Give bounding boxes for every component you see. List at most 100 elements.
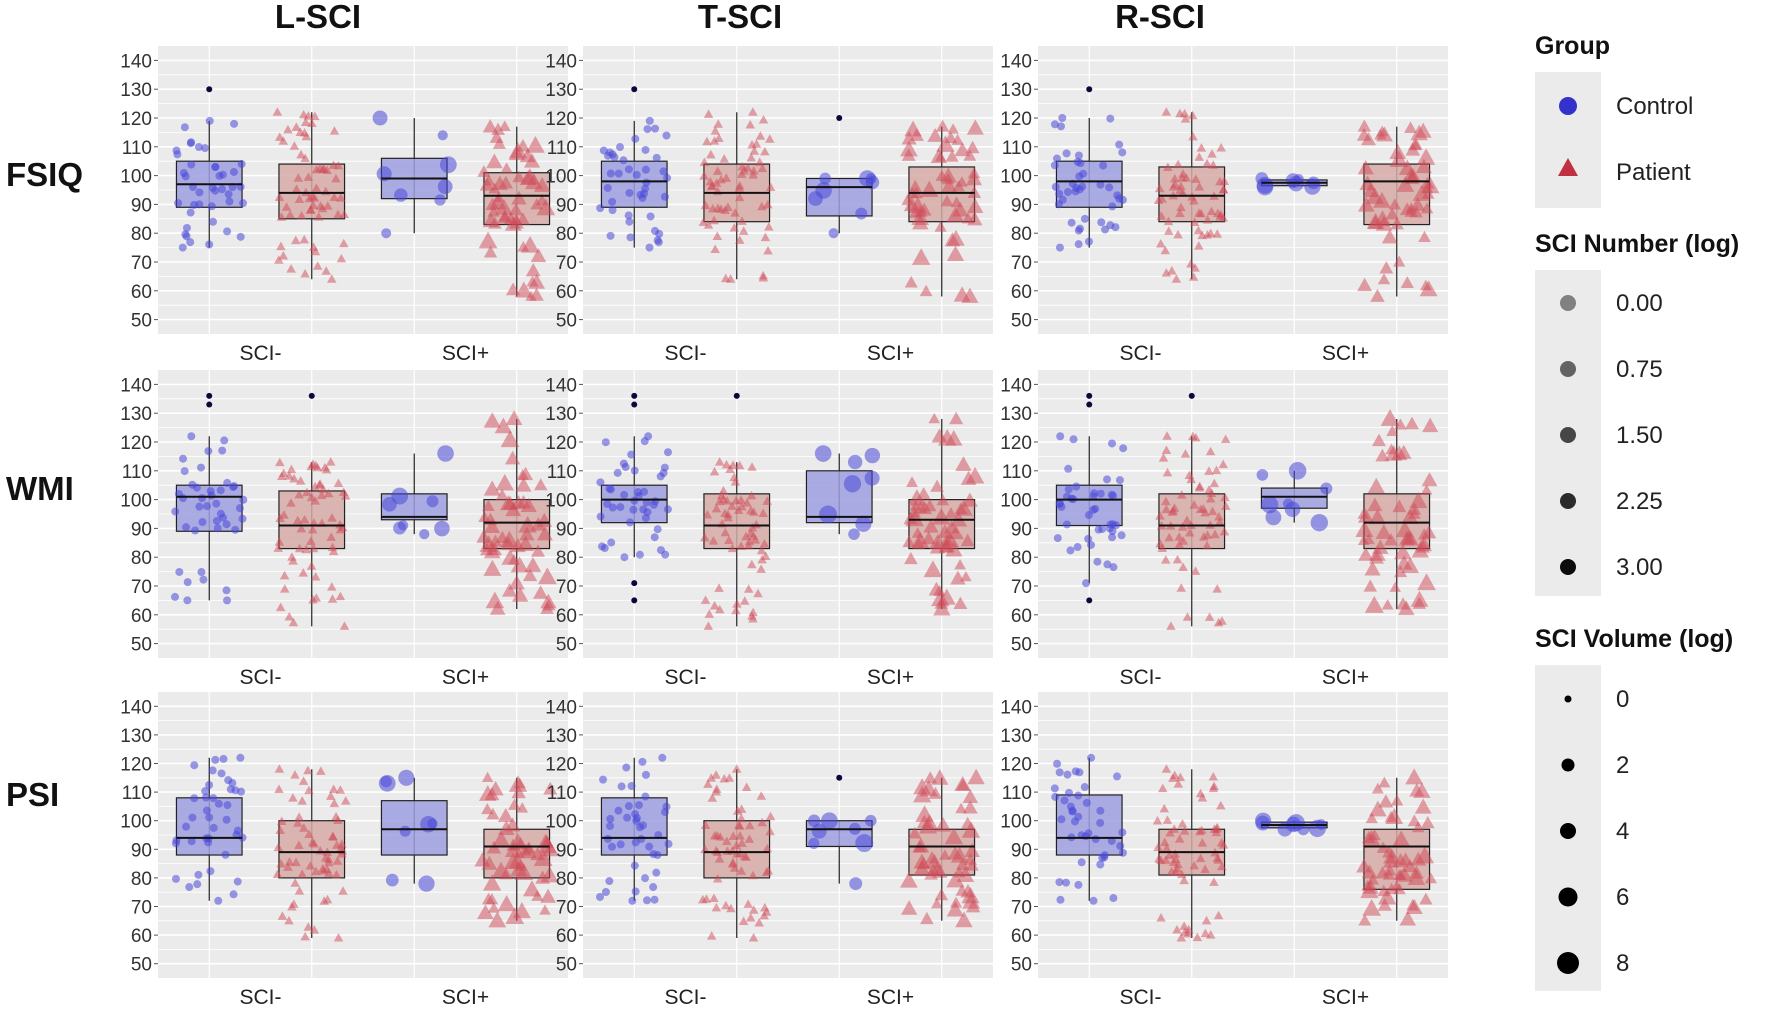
- data-point-control: [206, 867, 215, 876]
- data-point-patient: [1214, 517, 1225, 526]
- data-point-patient: [1173, 779, 1184, 788]
- data-point-patient: [331, 870, 342, 879]
- data-point-control: [620, 490, 629, 499]
- data-point-patient: [954, 142, 971, 157]
- data-point-patient: [703, 220, 714, 229]
- data-point-patient: [536, 198, 556, 216]
- row-title-psi: PSI: [6, 776, 59, 813]
- data-point-patient: [1196, 825, 1207, 835]
- data-point-patient: [728, 831, 739, 840]
- data-point-patient: [965, 859, 979, 871]
- data-point-patient: [1170, 173, 1180, 183]
- data-point-control: [223, 596, 232, 605]
- data-point-patient: [1193, 225, 1204, 235]
- data-point-control: [208, 766, 217, 775]
- data-point-patient: [1176, 583, 1186, 592]
- data-point-patient: [289, 473, 299, 483]
- x-tick-label: SCI+: [1322, 666, 1369, 689]
- box-patient-sci-neg: [272, 764, 351, 942]
- data-point-patient: [748, 170, 758, 179]
- data-point-control: [649, 883, 658, 892]
- data-point-control: [855, 834, 874, 853]
- data-point-patient: [923, 560, 943, 578]
- data-point-patient: [1220, 434, 1231, 444]
- data-point-patient: [709, 831, 720, 840]
- data-point-patient: [335, 785, 346, 794]
- data-point-patient: [540, 888, 556, 903]
- data-point-patient: [276, 241, 286, 251]
- data-point-patient: [515, 477, 532, 492]
- data-point-patient: [1184, 470, 1195, 480]
- data-point-patient: [916, 856, 931, 870]
- data-point-patient: [520, 497, 537, 512]
- data-point-control: [864, 447, 881, 464]
- data-point-patient: [1158, 453, 1169, 462]
- data-point-patient: [477, 904, 494, 920]
- data-point-control: [1051, 792, 1060, 801]
- box-control-sci-neg: [1050, 753, 1127, 905]
- box-patient-sci-pos: [1356, 119, 1440, 302]
- data-point-patient: [763, 866, 774, 875]
- data-point-patient: [1180, 449, 1191, 458]
- data-point-patient: [306, 492, 317, 502]
- data-point-patient: [309, 839, 319, 848]
- data-point-control: [658, 753, 667, 762]
- data-point-patient: [328, 160, 339, 169]
- data-point-control: [848, 528, 860, 540]
- data-point-patient: [1163, 216, 1174, 226]
- box-control-sci-pos: [1255, 172, 1328, 196]
- data-point-patient: [1156, 912, 1166, 922]
- data-point-control: [183, 578, 192, 587]
- data-point-control: [399, 825, 411, 837]
- data-point-control: [1098, 853, 1107, 862]
- data-point-control: [236, 232, 245, 241]
- data-point-patient: [729, 223, 740, 232]
- data-point-control: [1084, 534, 1093, 543]
- data-point-patient: [335, 591, 346, 601]
- data-point-control: [635, 550, 644, 559]
- data-point-control: [1096, 860, 1105, 869]
- data-point-patient: [728, 857, 738, 867]
- data-point-control: [606, 814, 615, 823]
- box-patient-sci-pos: [1356, 768, 1437, 926]
- data-point-patient: [296, 523, 307, 533]
- data-point-control: [653, 851, 662, 860]
- data-point-control: [223, 478, 232, 487]
- data-point-patient: [699, 532, 710, 542]
- x-tick-label: SCI-: [1120, 986, 1162, 1009]
- y-tick-label: 50: [1011, 311, 1032, 332]
- data-point-control: [171, 874, 180, 883]
- data-point-control: [1096, 818, 1105, 827]
- data-point-patient: [1391, 445, 1408, 461]
- data-point-control: [1055, 878, 1064, 887]
- data-point-control: [1108, 439, 1117, 448]
- data-point-control: [372, 110, 388, 126]
- data-point-patient: [1161, 496, 1171, 506]
- data-point-patient: [1420, 815, 1435, 829]
- data-point-control: [204, 447, 213, 456]
- data-point-control: [1055, 768, 1064, 777]
- outlier-point: [1086, 597, 1093, 604]
- x-tick-label: SCI+: [867, 666, 914, 689]
- y-tick-label: 120: [545, 433, 577, 454]
- data-point-patient: [1357, 160, 1374, 175]
- data-point-patient: [1221, 501, 1231, 510]
- data-point-patient: [327, 582, 337, 591]
- data-point-patient: [765, 826, 775, 836]
- data-point-control: [634, 801, 643, 810]
- y-tick-label: 130: [545, 726, 577, 747]
- y-tick-label: 60: [1011, 282, 1032, 303]
- data-point-control: [1256, 469, 1269, 481]
- data-point-patient: [1404, 416, 1420, 430]
- data-point-patient: [498, 175, 513, 189]
- data-point-control: [865, 175, 880, 190]
- data-point-patient: [1156, 855, 1166, 865]
- data-point-control: [1109, 563, 1118, 572]
- data-point-control: [599, 775, 608, 784]
- data-point-patient: [1177, 869, 1187, 879]
- box-patient-sci-neg: [1152, 764, 1229, 942]
- data-point-patient: [511, 587, 529, 602]
- data-point-patient: [1409, 491, 1428, 509]
- data-point-patient: [1381, 599, 1394, 610]
- data-point-patient: [1383, 848, 1401, 864]
